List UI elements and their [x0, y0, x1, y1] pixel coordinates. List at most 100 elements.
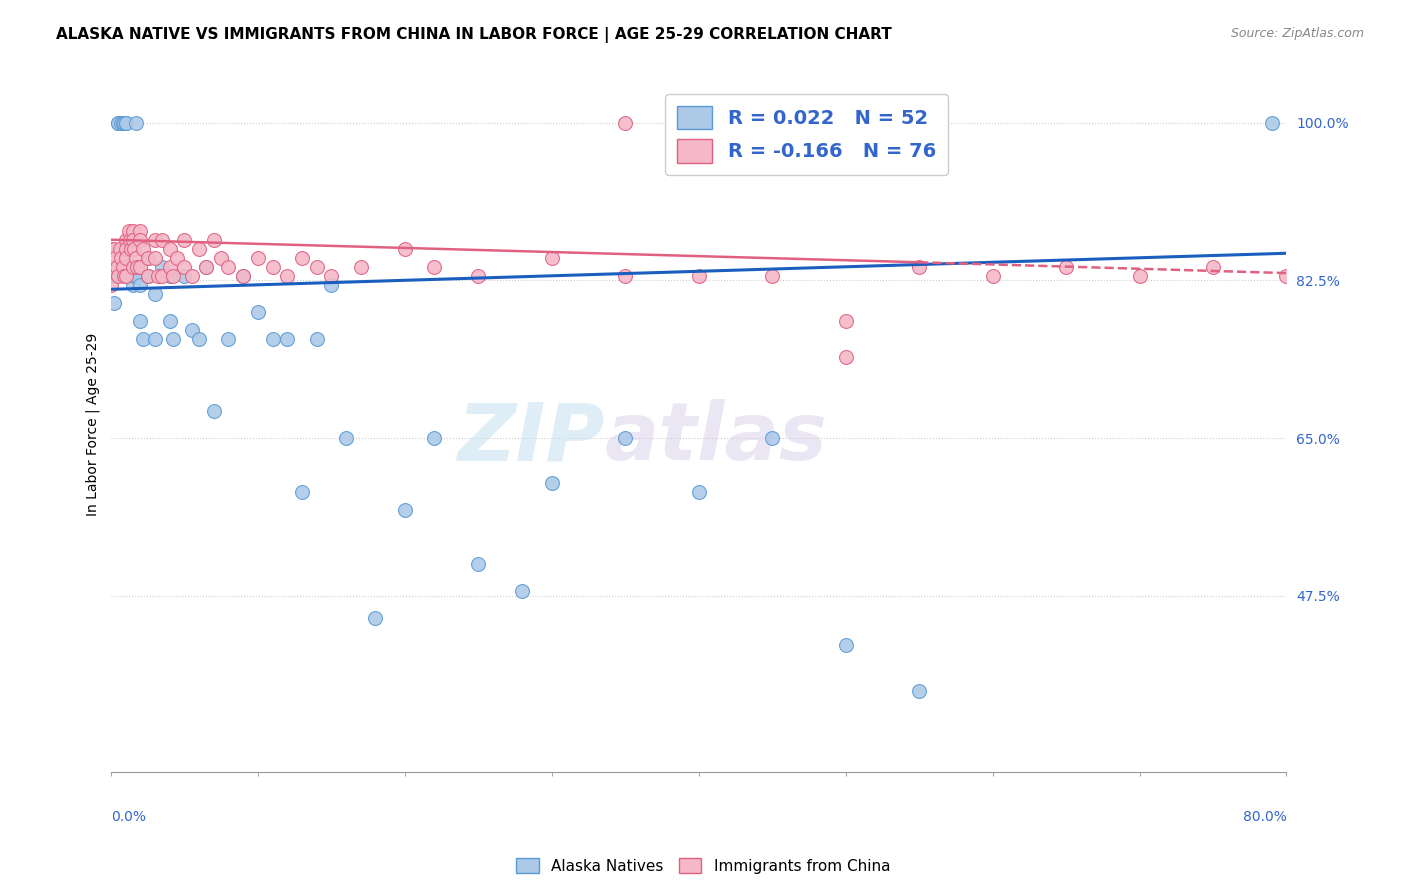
Point — [173, 233, 195, 247]
Point — [112, 268, 135, 283]
Point — [188, 332, 211, 346]
Point — [143, 251, 166, 265]
Text: atlas: atlas — [605, 400, 827, 477]
Point — [114, 251, 136, 265]
Legend: R = 0.022   N = 52, R = -0.166   N = 76: R = 0.022 N = 52, R = -0.166 N = 76 — [665, 94, 948, 175]
Point — [100, 277, 122, 292]
Point — [614, 268, 637, 283]
Point — [117, 224, 139, 238]
Point — [132, 332, 155, 346]
Point — [114, 115, 136, 129]
Point — [688, 485, 710, 500]
Text: Source: ZipAtlas.com: Source: ZipAtlas.com — [1230, 27, 1364, 40]
Point — [1128, 268, 1150, 283]
Point — [1054, 260, 1077, 274]
Point — [103, 296, 125, 310]
Point — [908, 260, 931, 274]
Point — [103, 242, 125, 256]
Point — [129, 224, 152, 238]
Point — [467, 268, 489, 283]
Point — [129, 260, 152, 274]
Point — [150, 260, 173, 274]
Point — [136, 251, 159, 265]
Point — [136, 268, 159, 283]
Point — [122, 224, 145, 238]
Point — [122, 260, 145, 274]
Point — [143, 332, 166, 346]
Point — [246, 251, 269, 265]
Point — [1305, 260, 1327, 274]
Point — [114, 233, 136, 247]
Point — [129, 314, 152, 328]
Point — [834, 314, 856, 328]
Point — [540, 476, 562, 491]
Point — [335, 431, 357, 445]
Text: 0.0%: 0.0% — [111, 810, 146, 824]
Point — [761, 268, 783, 283]
Point — [173, 260, 195, 274]
Point — [1319, 268, 1341, 283]
Point — [217, 260, 239, 274]
Point — [124, 242, 146, 256]
Point — [246, 305, 269, 319]
Point — [834, 350, 856, 364]
Point — [118, 233, 141, 247]
Point — [761, 431, 783, 445]
Point — [105, 260, 128, 274]
Point — [122, 277, 145, 292]
Point — [364, 611, 387, 625]
Point — [127, 260, 149, 274]
Point — [262, 260, 284, 274]
Point — [981, 268, 1004, 283]
Point — [1378, 268, 1400, 283]
Point — [162, 268, 184, 283]
Point — [834, 639, 856, 653]
Point — [159, 242, 181, 256]
Point — [423, 260, 446, 274]
Point — [276, 332, 298, 346]
Text: ZIP: ZIP — [457, 400, 605, 477]
Point — [202, 404, 225, 418]
Point — [688, 268, 710, 283]
Point — [512, 584, 534, 599]
Point — [107, 268, 129, 283]
Point — [143, 286, 166, 301]
Point — [159, 314, 181, 328]
Point — [150, 233, 173, 247]
Point — [159, 260, 181, 274]
Point — [209, 251, 232, 265]
Text: ALASKA NATIVE VS IMMIGRANTS FROM CHINA IN LABOR FORCE | AGE 25-29 CORRELATION CH: ALASKA NATIVE VS IMMIGRANTS FROM CHINA I… — [56, 27, 891, 43]
Point — [540, 251, 562, 265]
Point — [614, 431, 637, 445]
Point — [121, 242, 143, 256]
Point — [110, 115, 132, 129]
Point — [291, 485, 314, 500]
Point — [124, 268, 146, 283]
Point — [908, 683, 931, 698]
Point — [188, 242, 211, 256]
Point — [101, 268, 124, 283]
Point — [132, 242, 155, 256]
Point — [136, 268, 159, 283]
Point — [173, 268, 195, 283]
Point — [143, 233, 166, 247]
Point — [111, 260, 134, 274]
Point — [202, 233, 225, 247]
Point — [107, 115, 129, 129]
Point — [180, 268, 202, 283]
Point — [122, 233, 145, 247]
Point — [1275, 268, 1298, 283]
Point — [166, 251, 188, 265]
Point — [127, 268, 149, 283]
Point — [423, 431, 446, 445]
Point — [467, 558, 489, 572]
Point — [1202, 260, 1225, 274]
Point — [114, 242, 136, 256]
Point — [614, 115, 637, 129]
Point — [114, 115, 136, 129]
Point — [217, 332, 239, 346]
Point — [114, 268, 136, 283]
Point — [129, 277, 152, 292]
Point — [232, 268, 254, 283]
Point — [150, 268, 173, 283]
